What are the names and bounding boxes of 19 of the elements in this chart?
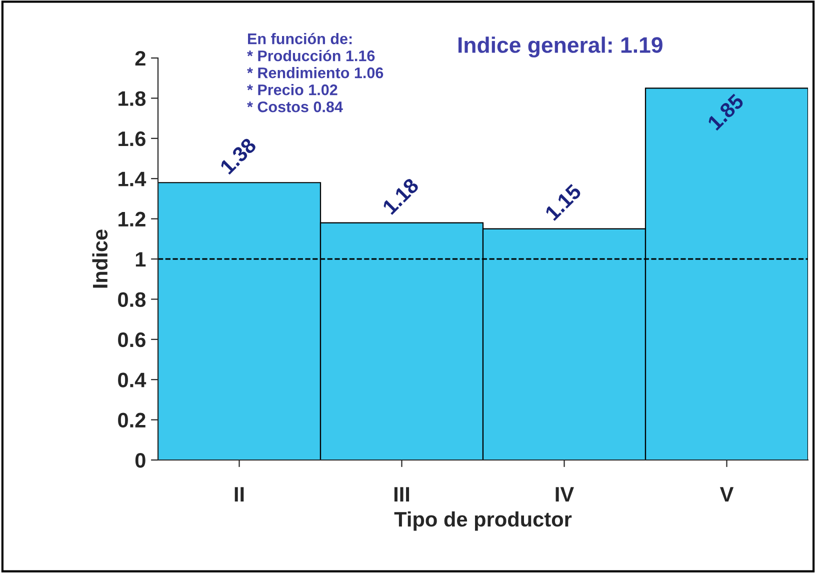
y-tick-label: 1 <box>136 252 146 267</box>
y-tick-label: 1.4 <box>118 172 146 186</box>
y-tick-label: 1.8 <box>118 91 146 106</box>
y-tick-label: 1.2 <box>118 212 146 226</box>
y-tick-label: 0.4 <box>118 372 146 388</box>
y-tick-label: 0.6 <box>118 332 146 348</box>
x-tick-label: V <box>720 487 734 502</box>
y-tick-label: 1.6 <box>118 131 146 146</box>
y-tick-label: 0.2 <box>118 412 146 428</box>
x-tick-label: III <box>394 487 410 502</box>
x-axis-title: Tipo de productor <box>394 511 572 531</box>
y-axis-title: Indice <box>92 230 108 288</box>
text: Indice general: 1.19 <box>458 36 662 58</box>
x-tick-label: IV <box>556 487 574 502</box>
annotation: En función de: * Producción 1.16 * Rendimiento 1.06 * Precio 1.02 * Costos 0.84 <box>247 32 384 112</box>
x-tick-label: II <box>234 487 244 502</box>
y-tick-label: 0 <box>135 453 146 468</box>
y-tick-label: 0.8 <box>118 292 146 307</box>
y-tick-label: 2 <box>135 51 146 66</box>
